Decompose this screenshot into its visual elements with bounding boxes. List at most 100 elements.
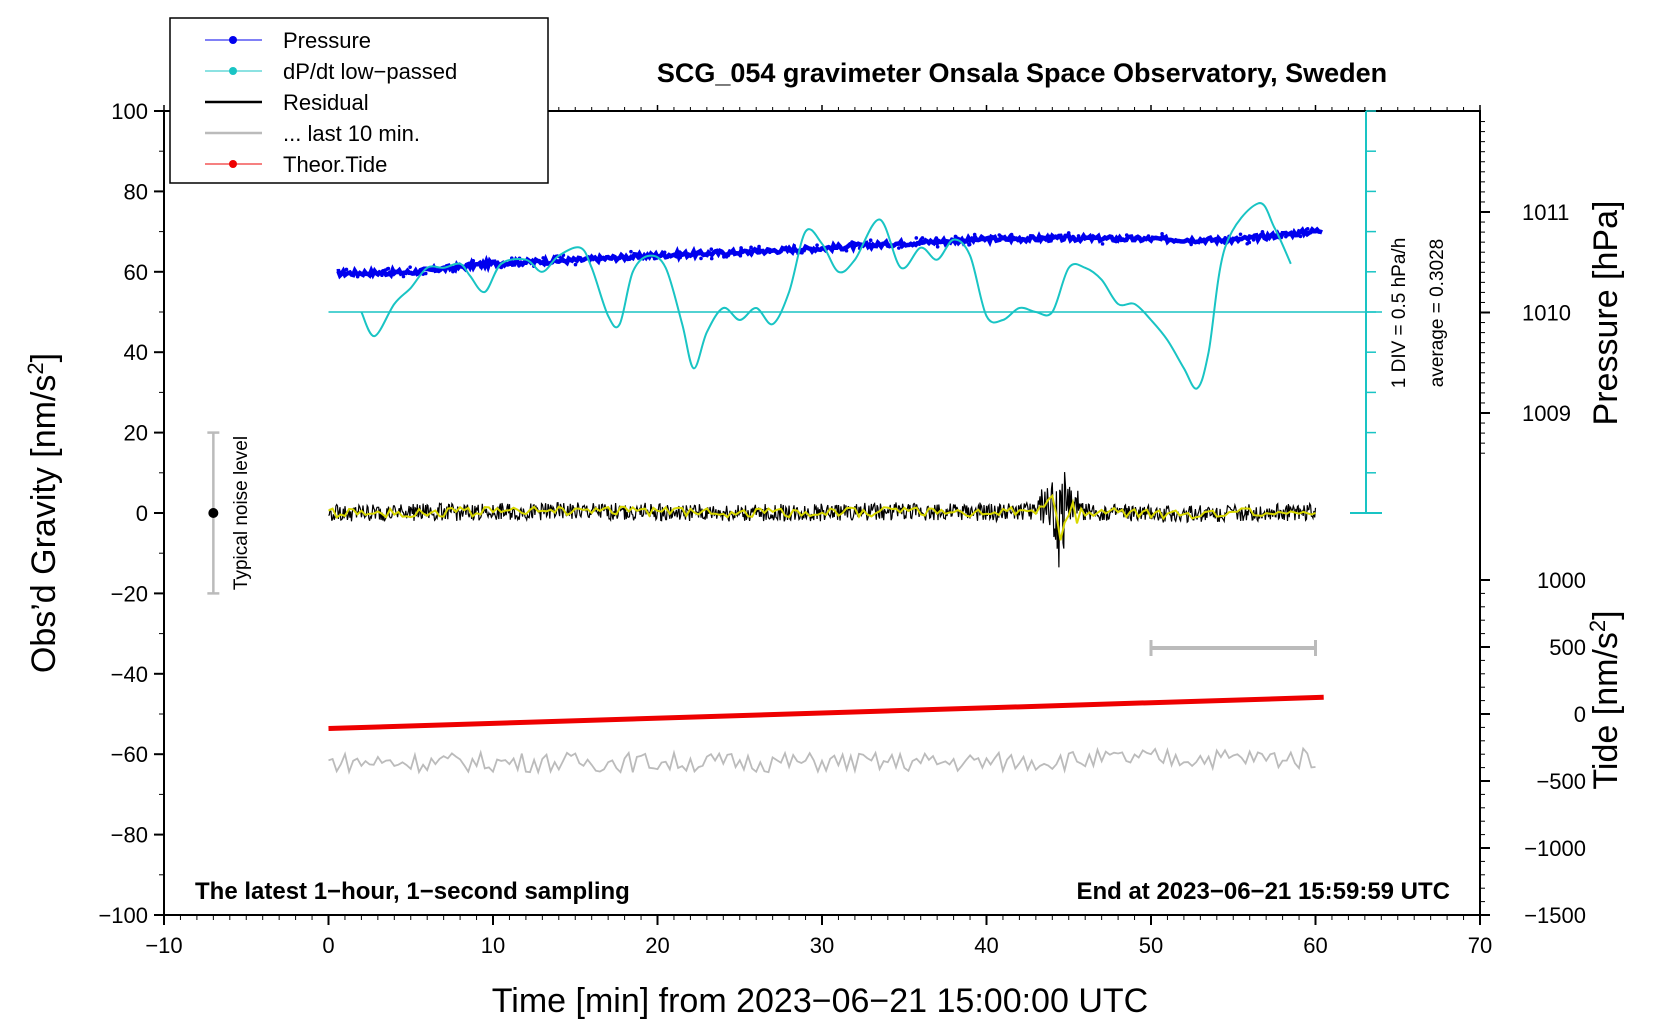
pressure-point <box>1066 231 1071 235</box>
pressure-series-line <box>336 226 1323 280</box>
pressure-point <box>373 270 378 274</box>
pressure-point <box>920 236 925 240</box>
tide-series-line <box>328 694 1324 731</box>
y-axis-tide-label-sup: 2 <box>1585 620 1610 632</box>
x-tick-label: 20 <box>645 933 669 958</box>
pressure-tick-label: 1010 <box>1522 301 1571 326</box>
pressure-point <box>697 251 701 256</box>
pressure-point <box>792 243 796 248</box>
pressure-point <box>637 256 642 260</box>
pressure-point <box>914 236 919 240</box>
pressure-point <box>1073 237 1078 242</box>
x-tick-label: −10 <box>145 933 182 958</box>
pressure-point <box>517 263 521 268</box>
pressure-point <box>1155 236 1159 241</box>
last10-series-line <box>328 746 1316 776</box>
pressure-point <box>355 274 360 279</box>
pressure-point <box>1264 236 1268 240</box>
noise-level-label: Typical noise level <box>231 436 252 590</box>
pressure-point <box>972 232 977 237</box>
pressure-point <box>1042 237 1047 241</box>
pressure-point <box>1124 233 1129 237</box>
pressure-point <box>1130 237 1135 242</box>
pressure-point <box>699 256 703 261</box>
y-left-tick-label: 100 <box>111 99 148 124</box>
legend-swatch-marker <box>229 36 237 44</box>
pressure-point <box>1160 231 1164 236</box>
y-left-tick-label: 20 <box>124 421 148 446</box>
pressure-point <box>788 249 793 254</box>
pressure-point <box>800 250 804 255</box>
pressure-point <box>1098 238 1102 242</box>
legend-box <box>169 17 549 184</box>
pressure-point <box>768 250 772 255</box>
pressure-point <box>471 259 476 263</box>
pressure-point <box>1045 235 1050 240</box>
pressure-point <box>1198 239 1202 244</box>
pressure-point <box>897 246 901 250</box>
legend-label: Pressure <box>283 28 371 53</box>
tide-tick-label: −1500 <box>1524 903 1586 928</box>
x-tick-label: 70 <box>1468 933 1492 958</box>
pressure-point <box>436 267 441 272</box>
pressure-point <box>662 250 667 255</box>
y-left-tick-label: −40 <box>111 662 148 687</box>
pressure-point <box>739 246 743 250</box>
tide-tick-label: 500 <box>1549 635 1586 660</box>
pressure-point <box>857 243 861 247</box>
pressure-point <box>344 267 349 272</box>
pressure-point <box>1071 234 1075 239</box>
legend-label: ... last 10 min. <box>283 121 420 146</box>
pressure-point <box>571 257 576 262</box>
pressure-point <box>868 238 873 242</box>
pressure-point <box>479 265 483 269</box>
x-axis-label: Time [min] from 2023−06−21 15:00:00 UTC <box>492 982 1148 1020</box>
pressure-point <box>652 256 657 261</box>
pressure-point <box>1251 238 1256 242</box>
x-tick-label: 40 <box>974 933 998 958</box>
pressure-point <box>919 238 923 243</box>
legend-label: dP/dt low−passed <box>283 59 457 84</box>
y-left-tick-label: 40 <box>124 340 148 365</box>
pressure-point <box>1012 237 1017 242</box>
dpdt-series-line <box>360 202 1292 390</box>
pressure-point <box>709 247 714 251</box>
pressure-point <box>541 256 545 260</box>
pressure-point <box>815 243 819 247</box>
annotation-layer <box>207 110 1382 656</box>
y-left-tick-label: −20 <box>111 581 148 606</box>
residual-series-line <box>328 472 1317 568</box>
pressure-point <box>408 265 412 269</box>
pressure-point <box>844 248 849 253</box>
tide-tick-label: 0 <box>1574 702 1586 727</box>
y-left-tick-label: 80 <box>124 179 148 204</box>
y-axis-left-label-sup: 2 <box>23 362 48 374</box>
x-tick-label: 30 <box>810 933 834 958</box>
pressure-point <box>505 263 510 267</box>
pressure-point <box>386 266 391 271</box>
x-tick-label: 10 <box>481 933 505 958</box>
pressure-point <box>534 259 539 263</box>
pressure-point <box>722 255 726 259</box>
pressure-point <box>1238 232 1243 237</box>
pressure-point <box>1305 226 1310 231</box>
pressure-point <box>1300 230 1304 234</box>
pressure-point <box>1136 236 1141 241</box>
pressure-point <box>997 233 1002 237</box>
y-axis-tide-label: Tide [nm/s2] <box>1585 610 1625 789</box>
pressure-point <box>1260 229 1265 234</box>
pressure-tick-label: 1009 <box>1522 401 1571 426</box>
footer-sampling-text: The latest 1−hour, 1−second sampling <box>195 878 630 905</box>
pressure-point <box>709 256 714 261</box>
pressure-point <box>749 252 754 257</box>
y-left-tick-label: −80 <box>111 823 148 848</box>
pressure-point <box>749 245 753 250</box>
y-axis-tide-label-end: ] <box>1587 610 1625 619</box>
pressure-point <box>757 246 761 251</box>
x-axis: −10 0 10 20 30 40 50 60 70 <box>145 105 1492 958</box>
pressure-point <box>850 240 854 244</box>
y-axis-left-label-main: Obs’d Gravity [nm/s <box>25 375 63 674</box>
y-axis-tide-label-main: Tide [nm/s <box>1587 632 1625 789</box>
pressure-point <box>467 261 472 266</box>
pressure-point <box>1009 232 1014 237</box>
